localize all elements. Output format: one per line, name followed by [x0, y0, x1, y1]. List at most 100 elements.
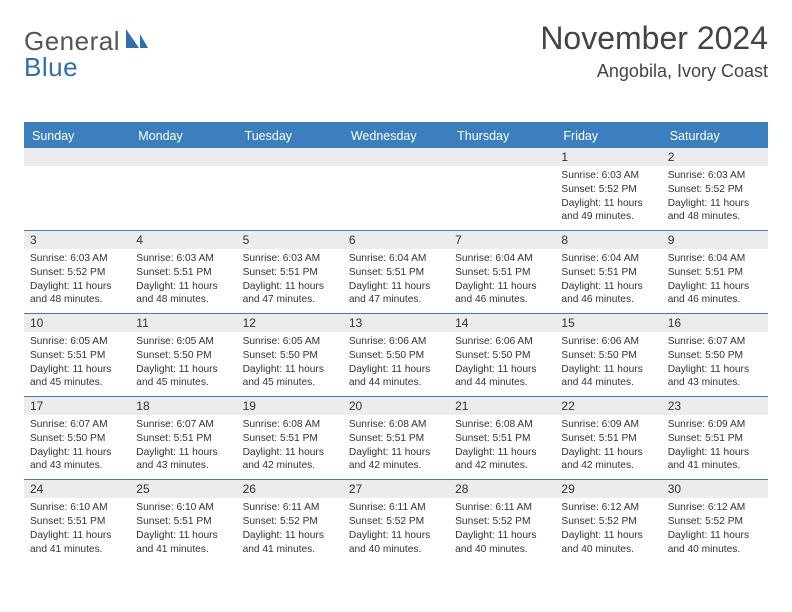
day-sunset: Sunset: 5:51 PM: [136, 266, 230, 280]
day-sunset: Sunset: 5:50 PM: [136, 349, 230, 363]
day-details: Sunrise: 6:10 AMSunset: 5:51 PMDaylight:…: [130, 498, 236, 562]
day-sunset: Sunset: 5:52 PM: [455, 515, 549, 529]
day-details: Sunrise: 6:11 AMSunset: 5:52 PMDaylight:…: [237, 498, 343, 562]
day-sunset: Sunset: 5:52 PM: [243, 515, 337, 529]
day-details: Sunrise: 6:05 AMSunset: 5:50 PMDaylight:…: [237, 332, 343, 396]
day-daylight1: Daylight: 11 hours: [561, 280, 655, 294]
calendar-day-cell: [449, 148, 555, 231]
day-sunrise: Sunrise: 6:08 AM: [243, 418, 337, 432]
calendar-day-cell: 21Sunrise: 6:08 AMSunset: 5:51 PMDayligh…: [449, 397, 555, 480]
day-daylight1: Daylight: 11 hours: [243, 446, 337, 460]
day-details: Sunrise: 6:09 AMSunset: 5:51 PMDaylight:…: [662, 415, 768, 479]
day-number: 2: [662, 148, 768, 166]
day-number: 6: [343, 231, 449, 249]
day-daylight1: Daylight: 11 hours: [455, 446, 549, 460]
day-sunrise: Sunrise: 6:07 AM: [30, 418, 124, 432]
day-number: 10: [24, 314, 130, 332]
day-daylight2: and 40 minutes.: [668, 543, 762, 557]
day-details: Sunrise: 6:04 AMSunset: 5:51 PMDaylight:…: [555, 249, 661, 313]
day-daylight2: and 46 minutes.: [455, 293, 549, 307]
calendar-day-cell: 25Sunrise: 6:10 AMSunset: 5:51 PMDayligh…: [130, 480, 236, 563]
day-sunrise: Sunrise: 6:03 AM: [136, 252, 230, 266]
day-daylight1: Daylight: 11 hours: [668, 197, 762, 211]
calendar-day-cell: 16Sunrise: 6:07 AMSunset: 5:50 PMDayligh…: [662, 314, 768, 397]
day-details: Sunrise: 6:08 AMSunset: 5:51 PMDaylight:…: [237, 415, 343, 479]
day-details: Sunrise: 6:08 AMSunset: 5:51 PMDaylight:…: [343, 415, 449, 479]
day-daylight1: Daylight: 11 hours: [349, 363, 443, 377]
calendar-day-cell: 18Sunrise: 6:07 AMSunset: 5:51 PMDayligh…: [130, 397, 236, 480]
day-daylight2: and 47 minutes.: [349, 293, 443, 307]
day-sunset: Sunset: 5:52 PM: [668, 515, 762, 529]
day-sunset: Sunset: 5:50 PM: [243, 349, 337, 363]
day-sunrise: Sunrise: 6:03 AM: [561, 169, 655, 183]
day-sunset: Sunset: 5:51 PM: [136, 515, 230, 529]
day-sunset: Sunset: 5:51 PM: [243, 432, 337, 446]
day-details: Sunrise: 6:07 AMSunset: 5:51 PMDaylight:…: [130, 415, 236, 479]
day-details: Sunrise: 6:09 AMSunset: 5:51 PMDaylight:…: [555, 415, 661, 479]
day-number: [130, 148, 236, 166]
day-number: 14: [449, 314, 555, 332]
day-daylight1: Daylight: 11 hours: [455, 363, 549, 377]
day-sunrise: Sunrise: 6:04 AM: [561, 252, 655, 266]
day-number: 11: [130, 314, 236, 332]
day-details: Sunrise: 6:05 AMSunset: 5:50 PMDaylight:…: [130, 332, 236, 396]
day-sunset: Sunset: 5:51 PM: [455, 266, 549, 280]
day-details: Sunrise: 6:07 AMSunset: 5:50 PMDaylight:…: [662, 332, 768, 396]
day-number: 27: [343, 480, 449, 498]
day-daylight1: Daylight: 11 hours: [349, 446, 443, 460]
day-details: Sunrise: 6:06 AMSunset: 5:50 PMDaylight:…: [555, 332, 661, 396]
day-sunrise: Sunrise: 6:11 AM: [455, 501, 549, 515]
day-daylight2: and 47 minutes.: [243, 293, 337, 307]
calendar-day-cell: [24, 148, 130, 231]
day-details: Sunrise: 6:03 AMSunset: 5:52 PMDaylight:…: [555, 166, 661, 230]
day-number: 12: [237, 314, 343, 332]
day-sunset: Sunset: 5:52 PM: [30, 266, 124, 280]
day-sunrise: Sunrise: 6:09 AM: [668, 418, 762, 432]
day-daylight1: Daylight: 11 hours: [455, 280, 549, 294]
day-daylight2: and 40 minutes.: [561, 543, 655, 557]
day-number: [343, 148, 449, 166]
day-sunset: Sunset: 5:51 PM: [349, 266, 443, 280]
day-sunrise: Sunrise: 6:03 AM: [30, 252, 124, 266]
day-sunset: Sunset: 5:51 PM: [561, 266, 655, 280]
day-details: Sunrise: 6:10 AMSunset: 5:51 PMDaylight:…: [24, 498, 130, 562]
day-sunrise: Sunrise: 6:05 AM: [30, 335, 124, 349]
day-daylight1: Daylight: 11 hours: [243, 363, 337, 377]
calendar-body: 1Sunrise: 6:03 AMSunset: 5:52 PMDaylight…: [24, 148, 768, 562]
day-daylight1: Daylight: 11 hours: [136, 529, 230, 543]
day-sunset: Sunset: 5:50 PM: [561, 349, 655, 363]
brand-word-2-wrap: Blue: [24, 52, 78, 83]
weekday-heading: Wednesday: [343, 123, 449, 148]
day-daylight1: Daylight: 11 hours: [136, 280, 230, 294]
month-title: November 2024: [540, 20, 768, 57]
day-daylight1: Daylight: 11 hours: [136, 363, 230, 377]
day-daylight2: and 44 minutes.: [455, 376, 549, 390]
day-sunrise: Sunrise: 6:12 AM: [668, 501, 762, 515]
calendar-week-row: 1Sunrise: 6:03 AMSunset: 5:52 PMDaylight…: [24, 148, 768, 231]
calendar-day-cell: 28Sunrise: 6:11 AMSunset: 5:52 PMDayligh…: [449, 480, 555, 563]
day-number: 22: [555, 397, 661, 415]
day-sunset: Sunset: 5:51 PM: [668, 266, 762, 280]
day-details: Sunrise: 6:12 AMSunset: 5:52 PMDaylight:…: [662, 498, 768, 562]
day-details: [449, 166, 555, 224]
calendar-day-cell: 5Sunrise: 6:03 AMSunset: 5:51 PMDaylight…: [237, 231, 343, 314]
calendar-day-cell: 24Sunrise: 6:10 AMSunset: 5:51 PMDayligh…: [24, 480, 130, 563]
day-sunrise: Sunrise: 6:04 AM: [349, 252, 443, 266]
weekday-heading: Thursday: [449, 123, 555, 148]
day-daylight2: and 46 minutes.: [668, 293, 762, 307]
calendar-day-cell: 14Sunrise: 6:06 AMSunset: 5:50 PMDayligh…: [449, 314, 555, 397]
day-details: Sunrise: 6:03 AMSunset: 5:51 PMDaylight:…: [237, 249, 343, 313]
day-number: 25: [130, 480, 236, 498]
day-details: Sunrise: 6:03 AMSunset: 5:51 PMDaylight:…: [130, 249, 236, 313]
day-number: 26: [237, 480, 343, 498]
day-details: Sunrise: 6:06 AMSunset: 5:50 PMDaylight:…: [449, 332, 555, 396]
day-sunset: Sunset: 5:51 PM: [243, 266, 337, 280]
day-sunset: Sunset: 5:52 PM: [561, 183, 655, 197]
day-details: [130, 166, 236, 224]
calendar-day-cell: 3Sunrise: 6:03 AMSunset: 5:52 PMDaylight…: [24, 231, 130, 314]
day-details: Sunrise: 6:11 AMSunset: 5:52 PMDaylight:…: [449, 498, 555, 562]
day-number: 21: [449, 397, 555, 415]
day-sunset: Sunset: 5:50 PM: [455, 349, 549, 363]
day-details: Sunrise: 6:04 AMSunset: 5:51 PMDaylight:…: [343, 249, 449, 313]
weekday-heading: Saturday: [662, 123, 768, 148]
